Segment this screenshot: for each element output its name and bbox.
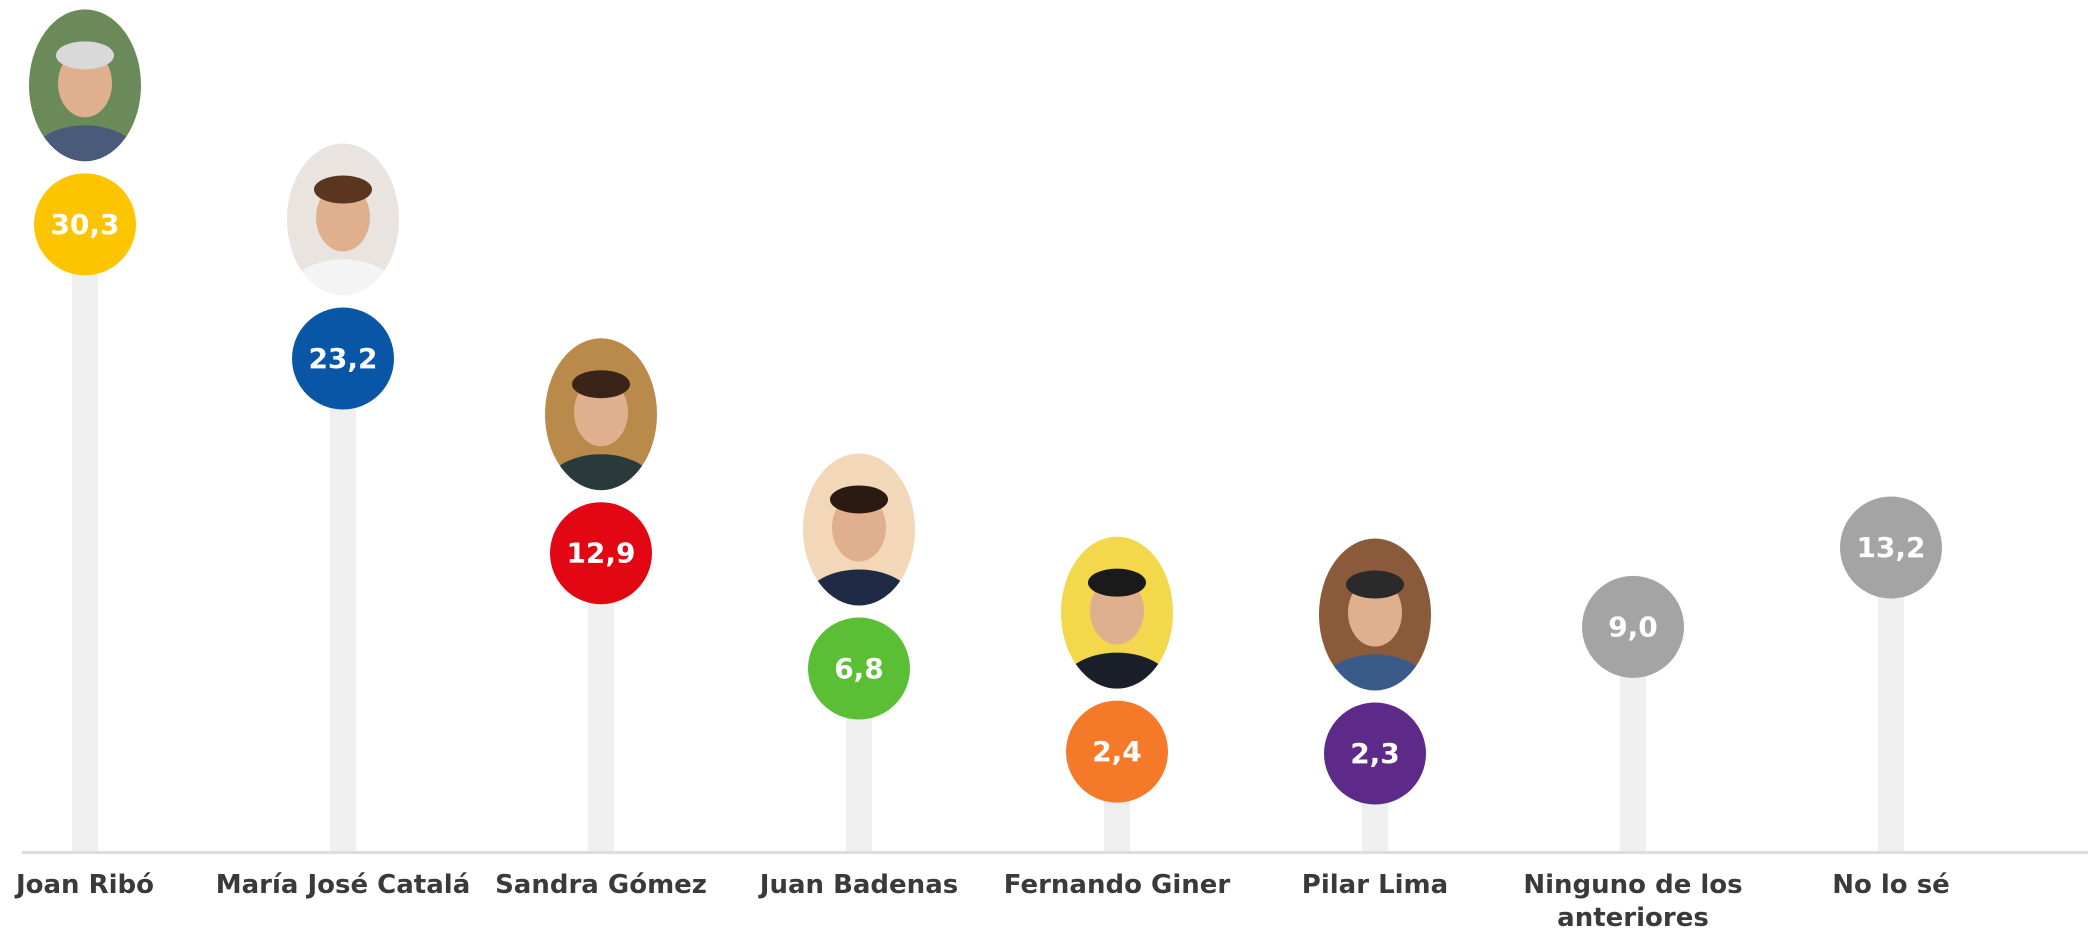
category-label: No lo sé xyxy=(1763,869,2019,902)
baseline xyxy=(22,851,2088,854)
category-label: Fernando Giner xyxy=(989,869,1245,902)
category-label: Sandra Gómez xyxy=(473,869,729,902)
value-label: 6,8 xyxy=(834,652,884,685)
stem xyxy=(72,224,98,852)
photo-content xyxy=(1059,536,1175,729)
photo-hair xyxy=(1088,569,1146,597)
value-label: 2,3 xyxy=(1350,737,1400,770)
category-label: María José Catalá xyxy=(215,869,471,902)
stem xyxy=(330,359,356,852)
photo-hair xyxy=(572,370,630,398)
chart: 30,3 23,2 12,9 6,8 2,4 2,3 9,0 13,2 Joan RibóMa… xyxy=(0,0,2088,932)
photo-content xyxy=(1317,538,1433,731)
candidate-photo xyxy=(27,8,143,201)
category-label: Pilar Lima xyxy=(1247,869,1503,902)
category-label: Joan Ribó xyxy=(0,869,213,902)
value-label: 2,4 xyxy=(1092,735,1142,768)
value-label: 23,2 xyxy=(308,342,377,375)
candidate-photo xyxy=(1317,538,1433,731)
category-label: Ninguno de los anteriores xyxy=(1505,869,1761,932)
chart-canvas: 30,3 23,2 12,9 6,8 2,4 2,3 9,0 13,2 xyxy=(0,0,2088,932)
photo-content xyxy=(285,143,401,336)
photo-hair xyxy=(830,485,888,513)
photo-hair xyxy=(1346,571,1404,599)
candidate-photo xyxy=(801,452,917,645)
category-label: Juan Badenas xyxy=(731,869,987,902)
candidate-photo xyxy=(1059,536,1175,729)
photo-content xyxy=(543,337,659,530)
value-label: 9,0 xyxy=(1608,610,1658,643)
photo-hair xyxy=(56,41,114,69)
candidate-photo xyxy=(285,143,401,336)
value-label: 13,2 xyxy=(1856,531,1925,564)
value-label: 30,3 xyxy=(50,208,119,241)
photo-content xyxy=(27,8,143,201)
photo-content xyxy=(801,452,917,645)
candidate-photo xyxy=(543,337,659,530)
value-label: 12,9 xyxy=(566,537,635,570)
photo-hair xyxy=(314,176,372,204)
